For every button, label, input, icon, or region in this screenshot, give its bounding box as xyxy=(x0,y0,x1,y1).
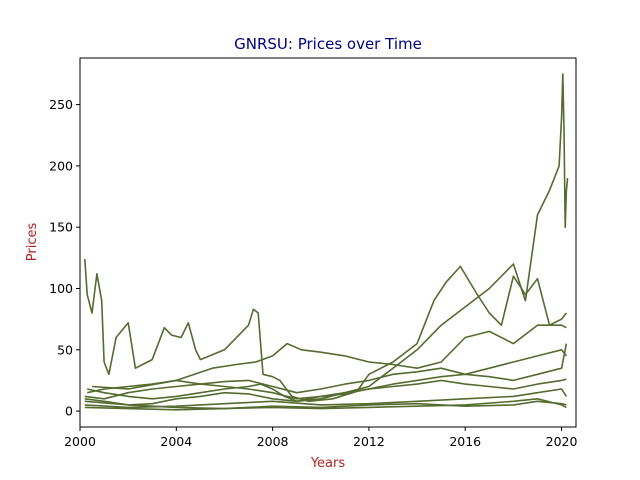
x-tick-label: 2008 xyxy=(257,434,289,449)
y-tick-label: 100 xyxy=(49,281,73,296)
series-line-3 xyxy=(91,324,567,390)
series-line-8 xyxy=(84,400,567,410)
x-axis-label: Years xyxy=(310,456,346,471)
plot-frame xyxy=(79,57,577,428)
x-tick-label: 2020 xyxy=(546,434,578,449)
x-tick-label: 2012 xyxy=(353,434,385,449)
series-line-2 xyxy=(87,73,569,403)
series-line-5 xyxy=(84,348,568,400)
y-tick-label: 50 xyxy=(57,342,73,357)
y-tick-label: 250 xyxy=(49,97,73,112)
series-layer xyxy=(84,73,569,411)
y-tick-label: 150 xyxy=(49,220,73,235)
x-tick-label: 2000 xyxy=(64,434,96,449)
series-line-9 xyxy=(84,397,567,411)
y-axis-label: Prices xyxy=(25,223,40,262)
series-line-1 xyxy=(84,258,568,403)
y-axis: 0 50 100 150 200 250 xyxy=(49,97,80,419)
series-line-6 xyxy=(84,378,567,406)
x-axis: 2000 2004 2008 2012 2016 2020 xyxy=(64,427,578,449)
chart-title: GNRSU: Prices over Time xyxy=(234,35,422,53)
y-tick-label: 200 xyxy=(49,158,73,173)
series-line-4 xyxy=(87,343,568,394)
x-tick-label: 2016 xyxy=(449,434,481,449)
series-line-7 xyxy=(84,388,568,409)
y-tick-label: 0 xyxy=(65,404,73,419)
x-tick-label: 2004 xyxy=(160,434,192,449)
